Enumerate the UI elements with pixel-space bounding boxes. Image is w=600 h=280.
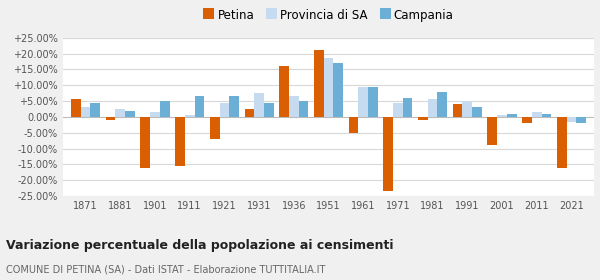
Bar — [393, 103, 403, 117]
Bar — [80, 108, 91, 117]
Text: COMUNE DI PETINA (SA) - Dati ISTAT - Elaborazione TUTTITALIA.IT: COMUNE DI PETINA (SA) - Dati ISTAT - Ela… — [6, 265, 325, 275]
Bar — [557, 117, 566, 167]
Bar — [453, 104, 463, 117]
Bar — [71, 99, 80, 117]
Bar — [532, 112, 542, 117]
Bar — [140, 117, 150, 167]
Bar — [472, 108, 482, 117]
Bar — [487, 117, 497, 145]
Bar — [125, 111, 135, 117]
Bar — [194, 96, 204, 117]
Bar — [497, 115, 507, 117]
Bar — [220, 103, 229, 117]
Bar — [437, 92, 447, 117]
Bar — [576, 117, 586, 123]
Bar — [428, 99, 437, 117]
Bar — [264, 103, 274, 117]
Text: Variazione percentuale della popolazione ai censimenti: Variazione percentuale della popolazione… — [6, 239, 394, 252]
Bar — [115, 109, 125, 117]
Bar — [522, 117, 532, 123]
Bar — [383, 117, 393, 191]
Bar — [349, 117, 358, 133]
Bar — [245, 109, 254, 117]
Bar — [418, 117, 428, 120]
Bar — [368, 87, 378, 117]
Bar — [91, 103, 100, 117]
Bar — [175, 117, 185, 166]
Bar — [334, 63, 343, 117]
Bar — [463, 101, 472, 117]
Bar — [150, 112, 160, 117]
Bar — [566, 117, 577, 122]
Bar — [254, 93, 264, 117]
Bar — [358, 87, 368, 117]
Bar — [229, 96, 239, 117]
Bar — [507, 114, 517, 117]
Bar — [403, 98, 412, 117]
Bar — [279, 66, 289, 117]
Bar — [185, 115, 194, 117]
Bar — [299, 101, 308, 117]
Legend: Petina, Provincia di SA, Campania: Petina, Provincia di SA, Campania — [203, 9, 454, 22]
Bar — [542, 114, 551, 117]
Bar — [289, 96, 299, 117]
Bar — [160, 101, 170, 117]
Bar — [210, 117, 220, 139]
Bar — [106, 117, 115, 120]
Bar — [323, 58, 334, 117]
Bar — [314, 50, 323, 117]
